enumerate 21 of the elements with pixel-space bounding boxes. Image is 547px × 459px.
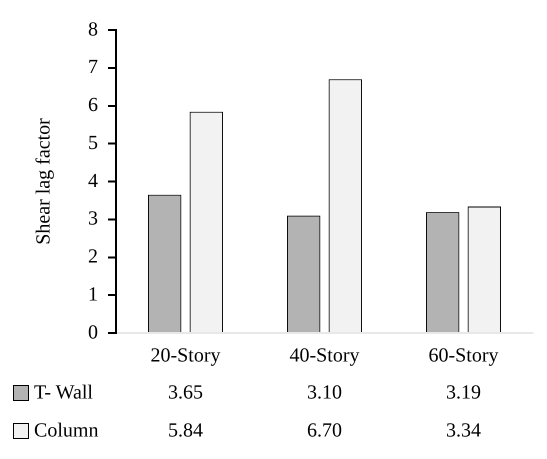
x-tick-label: 20-Story xyxy=(150,344,220,366)
y-tick-label: 7 xyxy=(88,56,98,78)
y-tick-label: 6 xyxy=(88,94,98,116)
y-tick-label: 0 xyxy=(88,321,98,344)
y-tick-label: 4 xyxy=(88,170,98,192)
data-label: 3.10 xyxy=(307,381,342,404)
y-tick-label: 3 xyxy=(88,208,98,230)
data-label: 5.84 xyxy=(168,419,203,442)
y-tick-label: 8 xyxy=(88,18,98,40)
y-tick-label: 2 xyxy=(88,246,98,268)
x-tick-label: 40-Story xyxy=(290,344,360,366)
x-tick-label: 60-Story xyxy=(428,344,498,366)
data-label: 3.65 xyxy=(168,381,203,404)
data-label: 6.70 xyxy=(307,419,342,442)
legend-label: T- Wall xyxy=(34,381,94,404)
y-tick-label: 1 xyxy=(88,283,98,306)
y-axis-title: Shear lag factor xyxy=(32,118,54,245)
data-label: 3.34 xyxy=(446,419,481,442)
y-tick-label: 5 xyxy=(88,132,98,154)
data-label: 3.19 xyxy=(446,381,481,404)
legend-label: Column xyxy=(34,419,98,442)
